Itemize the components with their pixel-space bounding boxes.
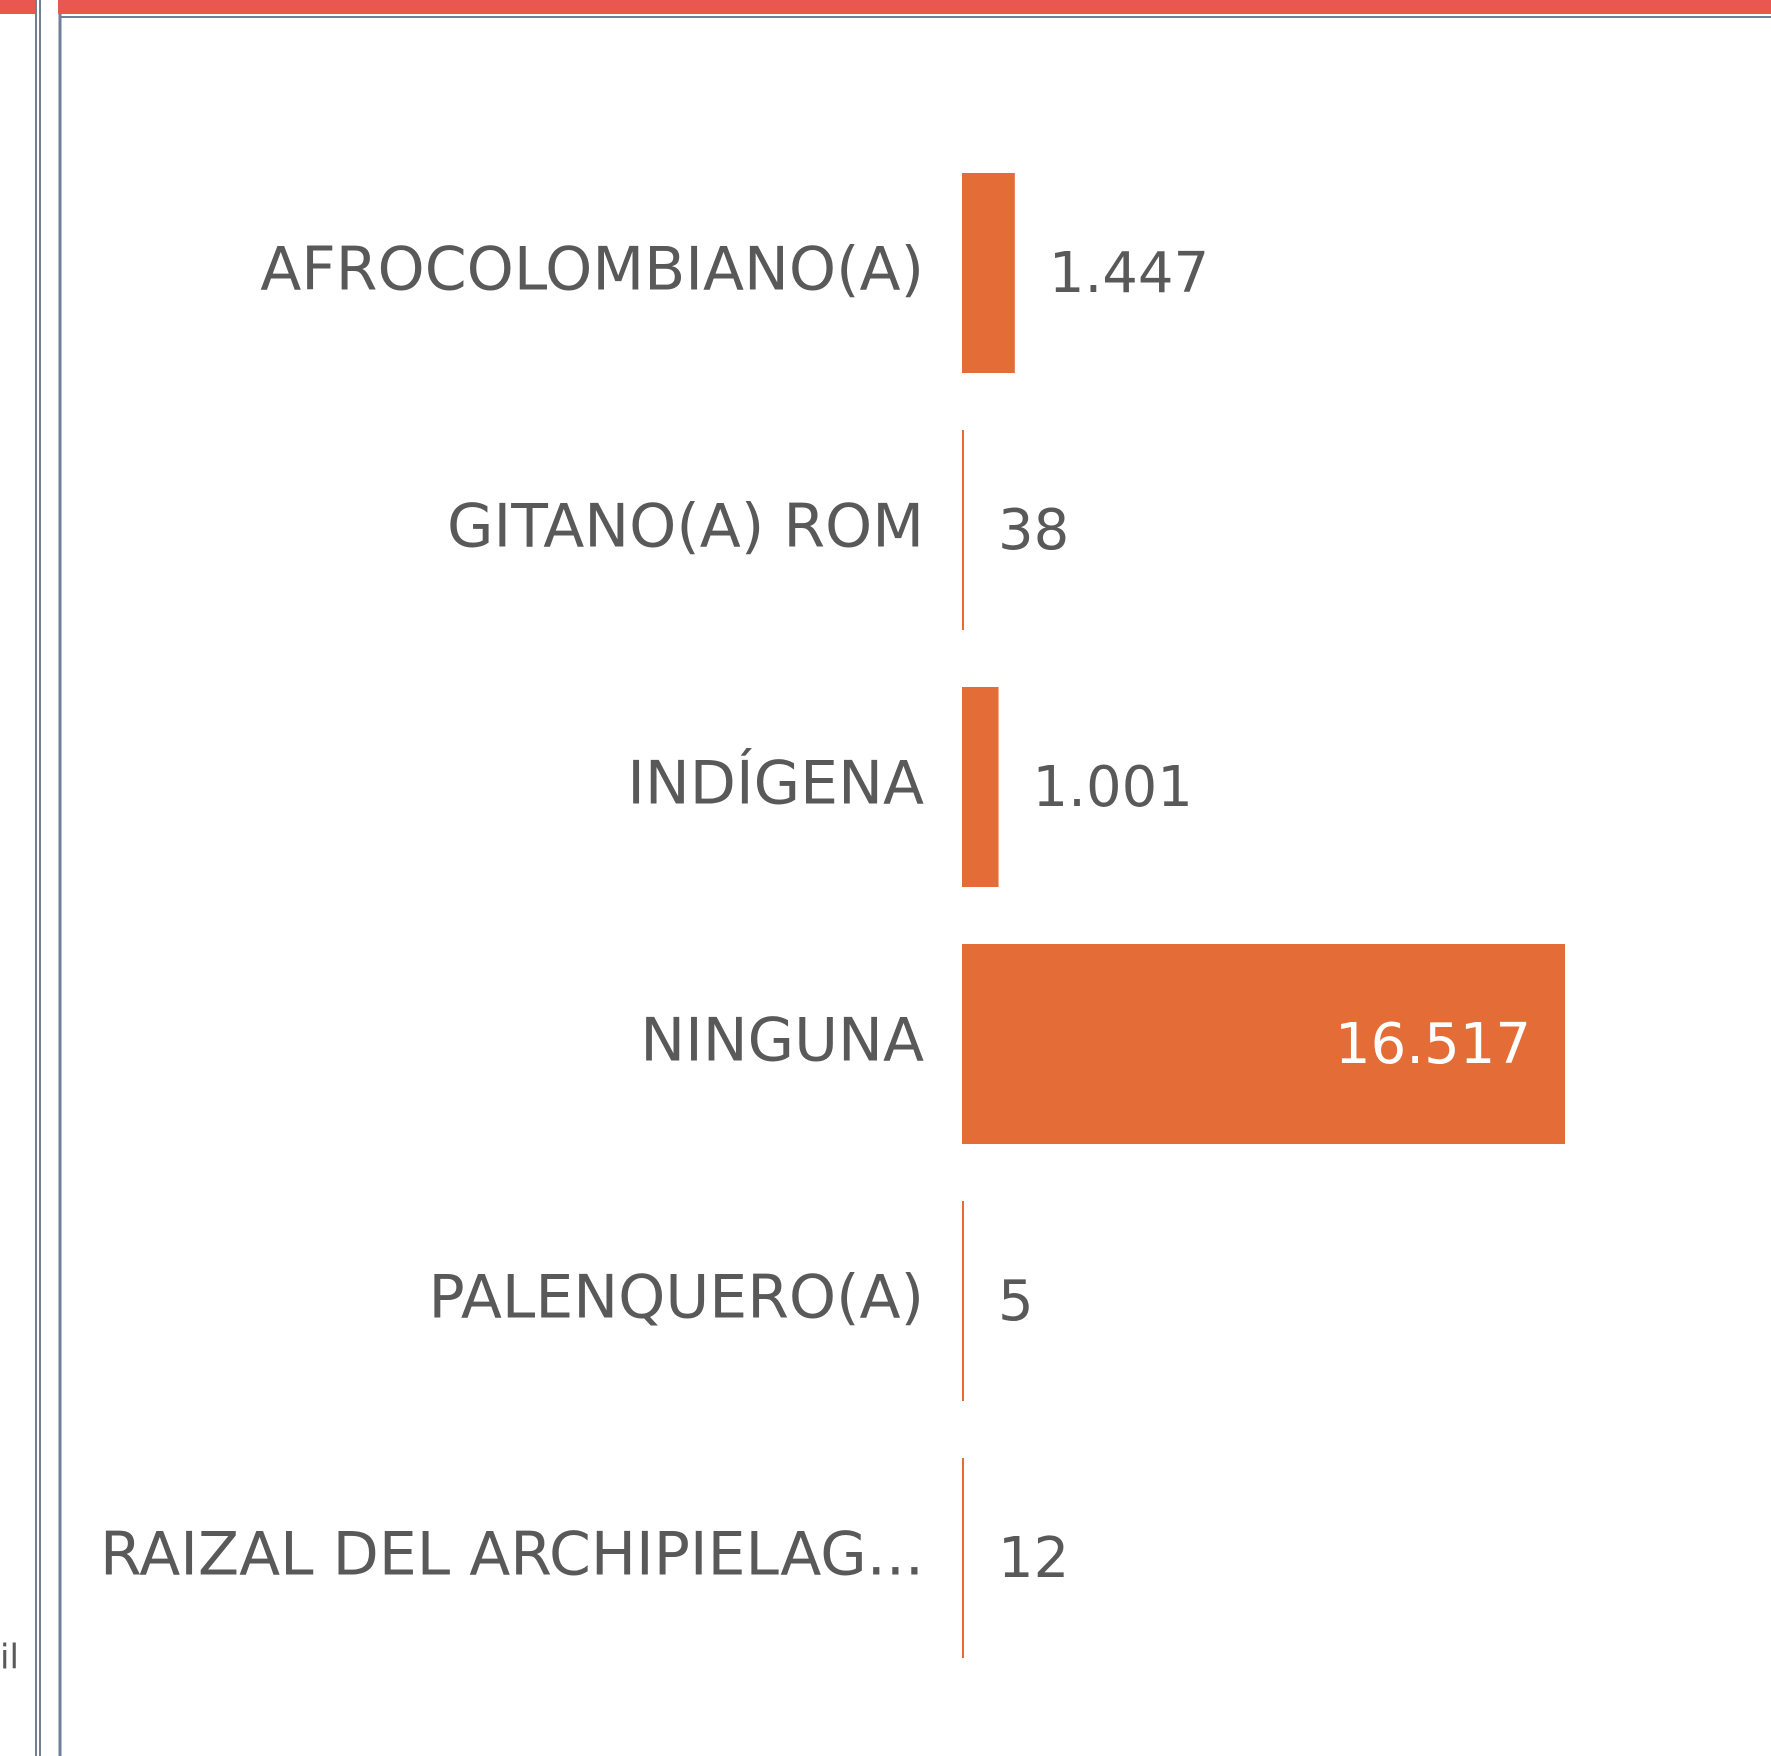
bar-chart: AFROCOLOMBIANO(A) 1.447 GITANO(A) ROM 38 IND… bbox=[100, 173, 1565, 1658]
category-label: AFROCOLOMBIANO(A) bbox=[260, 235, 924, 305]
bar bbox=[962, 430, 964, 630]
category-label: NINGUNA bbox=[640, 1006, 924, 1076]
category-label: PALENQUERO(A) bbox=[429, 1263, 924, 1333]
data-label: 1.001 bbox=[1033, 755, 1193, 820]
right-panel-header bbox=[58, 0, 1771, 14]
bar bbox=[962, 687, 999, 887]
category-label: GITANO(A) ROM bbox=[447, 492, 924, 562]
data-label: 1.447 bbox=[1049, 241, 1209, 306]
bar bbox=[962, 173, 1015, 373]
bar bbox=[962, 944, 1565, 1144]
category-label: RAIZAL DEL ARCHIPIELAG... bbox=[100, 1520, 924, 1590]
bar bbox=[962, 1458, 964, 1658]
bar bbox=[962, 1201, 964, 1401]
left-panel-text: il bbox=[0, 1638, 19, 1678]
left-panel-header bbox=[0, 0, 35, 14]
data-label: 38 bbox=[998, 498, 1069, 563]
category-label: INDÍGENA bbox=[627, 747, 924, 819]
data-label: 5 bbox=[998, 1269, 1034, 1334]
data-label: 12 bbox=[998, 1526, 1069, 1591]
data-label: 16.517 bbox=[1335, 1012, 1531, 1077]
